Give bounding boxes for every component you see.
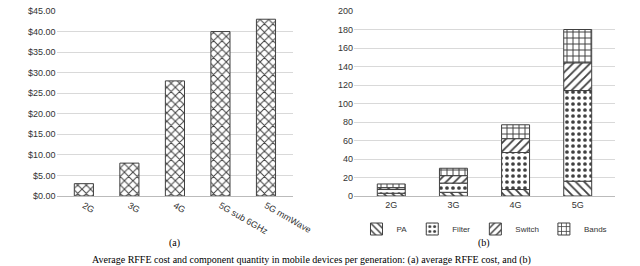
svg-text:60: 60 xyxy=(343,136,353,146)
svg-text:$10.00: $10.00 xyxy=(28,150,56,160)
svg-text:2G: 2G xyxy=(385,200,397,210)
svg-text:5G: 5G xyxy=(572,200,584,210)
svg-text:$0.00: $0.00 xyxy=(33,191,56,201)
svg-text:Switch: Switch xyxy=(515,225,539,234)
svg-text:2G: 2G xyxy=(81,200,96,215)
svg-text:3G: 3G xyxy=(447,200,459,210)
svg-text:PA: PA xyxy=(396,225,407,234)
svg-text:Average RFFE cost and componen: Average RFFE cost and component quantity… xyxy=(92,254,531,266)
svg-text:Bands: Bands xyxy=(584,225,607,234)
svg-text:20: 20 xyxy=(343,173,353,183)
svg-text:$15.00: $15.00 xyxy=(28,129,56,139)
svg-text:3G: 3G xyxy=(126,200,141,215)
svg-text:$30.00: $30.00 xyxy=(28,68,56,78)
svg-text:140: 140 xyxy=(338,62,353,72)
svg-text:0: 0 xyxy=(348,191,353,201)
svg-text:160: 160 xyxy=(338,43,353,53)
svg-text:5G mmWave: 5G mmWave xyxy=(263,200,313,235)
svg-text:200: 200 xyxy=(338,6,353,16)
svg-text:80: 80 xyxy=(343,117,353,127)
svg-text:$45.00: $45.00 xyxy=(28,6,56,16)
svg-text:$25.00: $25.00 xyxy=(28,88,56,98)
svg-text:4G: 4G xyxy=(172,200,187,215)
svg-text:(b): (b) xyxy=(478,237,490,249)
svg-text:(a): (a) xyxy=(169,237,180,249)
svg-text:180: 180 xyxy=(338,25,353,35)
svg-text:5G sub 6GHz: 5G sub 6GHz xyxy=(217,200,270,236)
svg-text:40: 40 xyxy=(343,154,353,164)
svg-text:4G: 4G xyxy=(510,200,522,210)
svg-text:$35.00: $35.00 xyxy=(28,47,56,57)
svg-text:120: 120 xyxy=(338,80,353,90)
svg-text:Filter: Filter xyxy=(452,225,470,234)
svg-text:$40.00: $40.00 xyxy=(28,27,56,37)
svg-text:$5.00: $5.00 xyxy=(33,171,56,181)
svg-text:100: 100 xyxy=(338,99,353,109)
svg-text:$20.00: $20.00 xyxy=(28,109,56,119)
